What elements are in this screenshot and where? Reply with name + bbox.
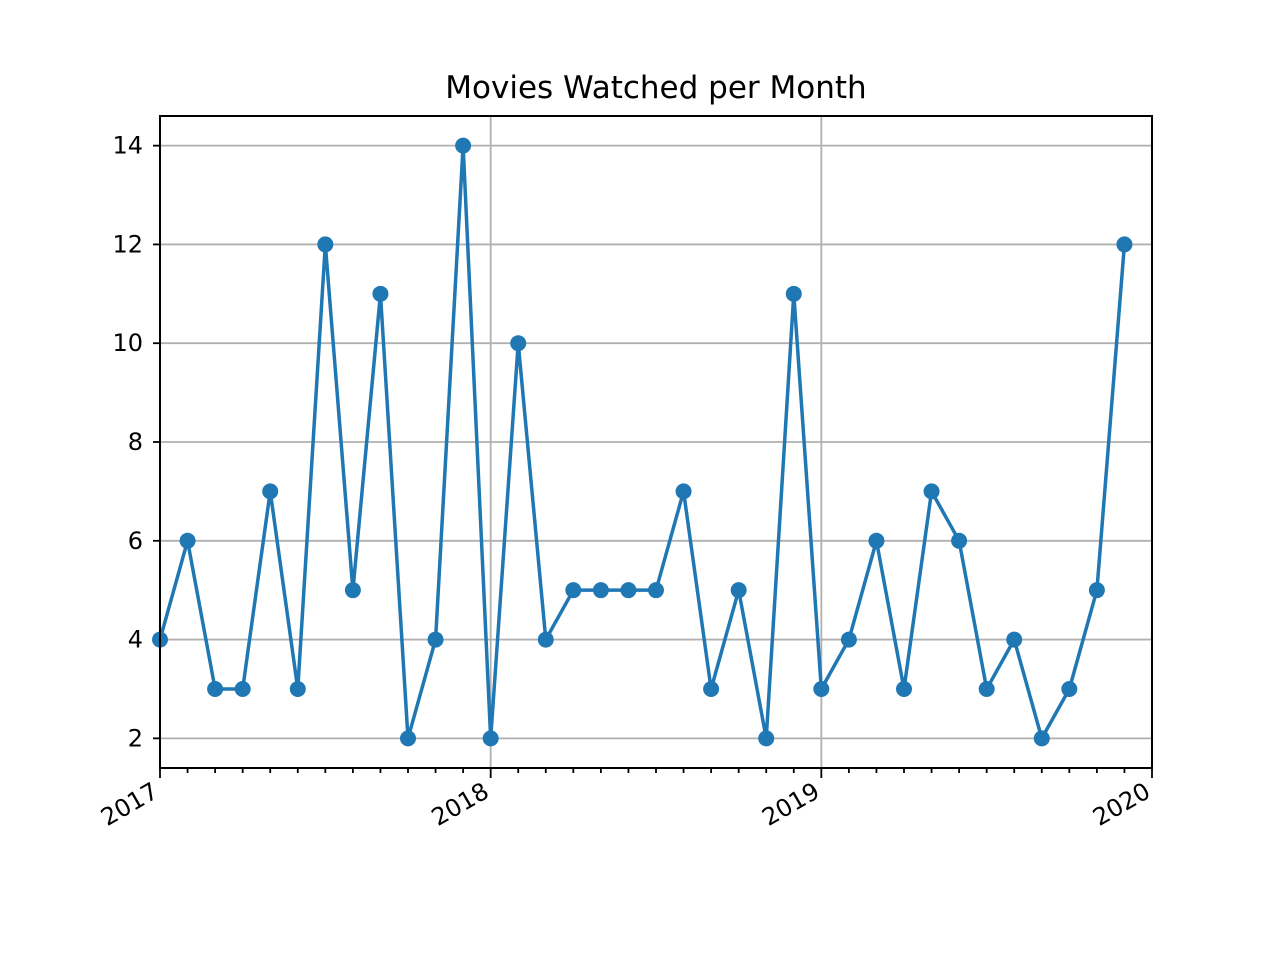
data-point <box>207 680 224 697</box>
data-point <box>1061 680 1078 697</box>
x-axis: 2017 2018 2019 2020 <box>96 768 1155 832</box>
data-point <box>179 532 196 549</box>
data-point <box>648 582 664 599</box>
data-point <box>234 680 251 697</box>
y-tick-label: 6 <box>128 527 143 555</box>
y-tick-label: 8 <box>128 428 143 456</box>
data-point <box>427 631 444 648</box>
data-point <box>951 532 968 549</box>
chart-title: Movies Watched per Month <box>445 70 866 106</box>
x-tick-label: 2018 <box>427 777 494 832</box>
data-point <box>840 631 857 648</box>
data-point <box>455 137 472 154</box>
data-point <box>372 285 389 302</box>
data-point <box>592 582 609 599</box>
data-point <box>620 582 637 599</box>
data-point <box>537 631 554 648</box>
data-point <box>344 582 361 599</box>
x-tick-label: 2020 <box>1088 777 1155 832</box>
y-tick-label: 4 <box>128 626 143 654</box>
data-point <box>1033 730 1050 747</box>
y-tick-label: 12 <box>112 230 143 258</box>
data-point <box>482 730 499 747</box>
y-axis: 2 4 6 8 10 12 14 <box>112 132 160 752</box>
data-point <box>978 680 995 697</box>
grid <box>160 116 1152 768</box>
data-point <box>785 285 802 302</box>
data-point <box>868 532 885 549</box>
plot-frame <box>159 115 1153 769</box>
data-point <box>565 582 582 599</box>
x-tick-label: 2019 <box>757 777 824 832</box>
data-point <box>703 680 720 697</box>
data-point <box>675 483 692 500</box>
data-point <box>289 680 306 697</box>
series-group <box>152 137 1133 747</box>
data-point <box>1006 631 1023 648</box>
y-tick-label: 2 <box>128 724 143 752</box>
data-point <box>813 680 830 697</box>
x-tick-label: 2017 <box>96 777 163 832</box>
y-tick-label: 14 <box>112 132 143 160</box>
data-point <box>510 335 527 352</box>
data-point <box>1088 582 1105 599</box>
data-point <box>730 582 747 599</box>
data-point <box>758 730 775 747</box>
data-point <box>262 483 279 500</box>
data-point <box>923 483 940 500</box>
data-point <box>400 730 416 747</box>
y-tick-label: 10 <box>112 329 143 357</box>
series-line <box>158 143 1127 741</box>
data-point <box>317 236 334 253</box>
data-point <box>896 680 912 697</box>
data-point <box>1116 236 1133 253</box>
